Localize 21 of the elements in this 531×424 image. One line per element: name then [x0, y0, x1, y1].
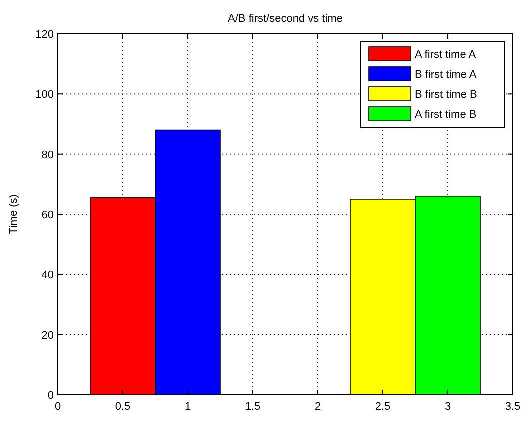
x-tick-label: 2.5: [375, 401, 391, 413]
y-tick-label: 100: [36, 89, 54, 102]
legend-label: B first time B: [415, 89, 478, 101]
legend-label: A first time B: [415, 109, 477, 121]
x-tick-label: 0.5: [115, 401, 131, 413]
y-tick-label: 40: [42, 270, 54, 282]
x-tick-label: 1: [184, 401, 192, 413]
chart-title: A/B first/second vs time: [228, 13, 343, 25]
y-tick-label: 60: [42, 210, 54, 222]
x-tick-label: 3.5: [505, 401, 521, 413]
y-axis-title: Time (s): [8, 194, 20, 234]
x-tick-label: 0: [54, 401, 62, 413]
legend-label: A first time A: [415, 49, 477, 61]
x-tick-label: 2: [314, 401, 322, 413]
x-tick-label: 1.5: [245, 401, 261, 413]
y-tick-label: 80: [42, 149, 54, 162]
y-tick-label: 120: [36, 29, 54, 41]
legend-label: B first time A: [415, 69, 478, 81]
x-tick-label: 3: [444, 401, 452, 413]
y-tick-label: 20: [42, 330, 54, 342]
y-tick-label: 0: [48, 390, 54, 402]
